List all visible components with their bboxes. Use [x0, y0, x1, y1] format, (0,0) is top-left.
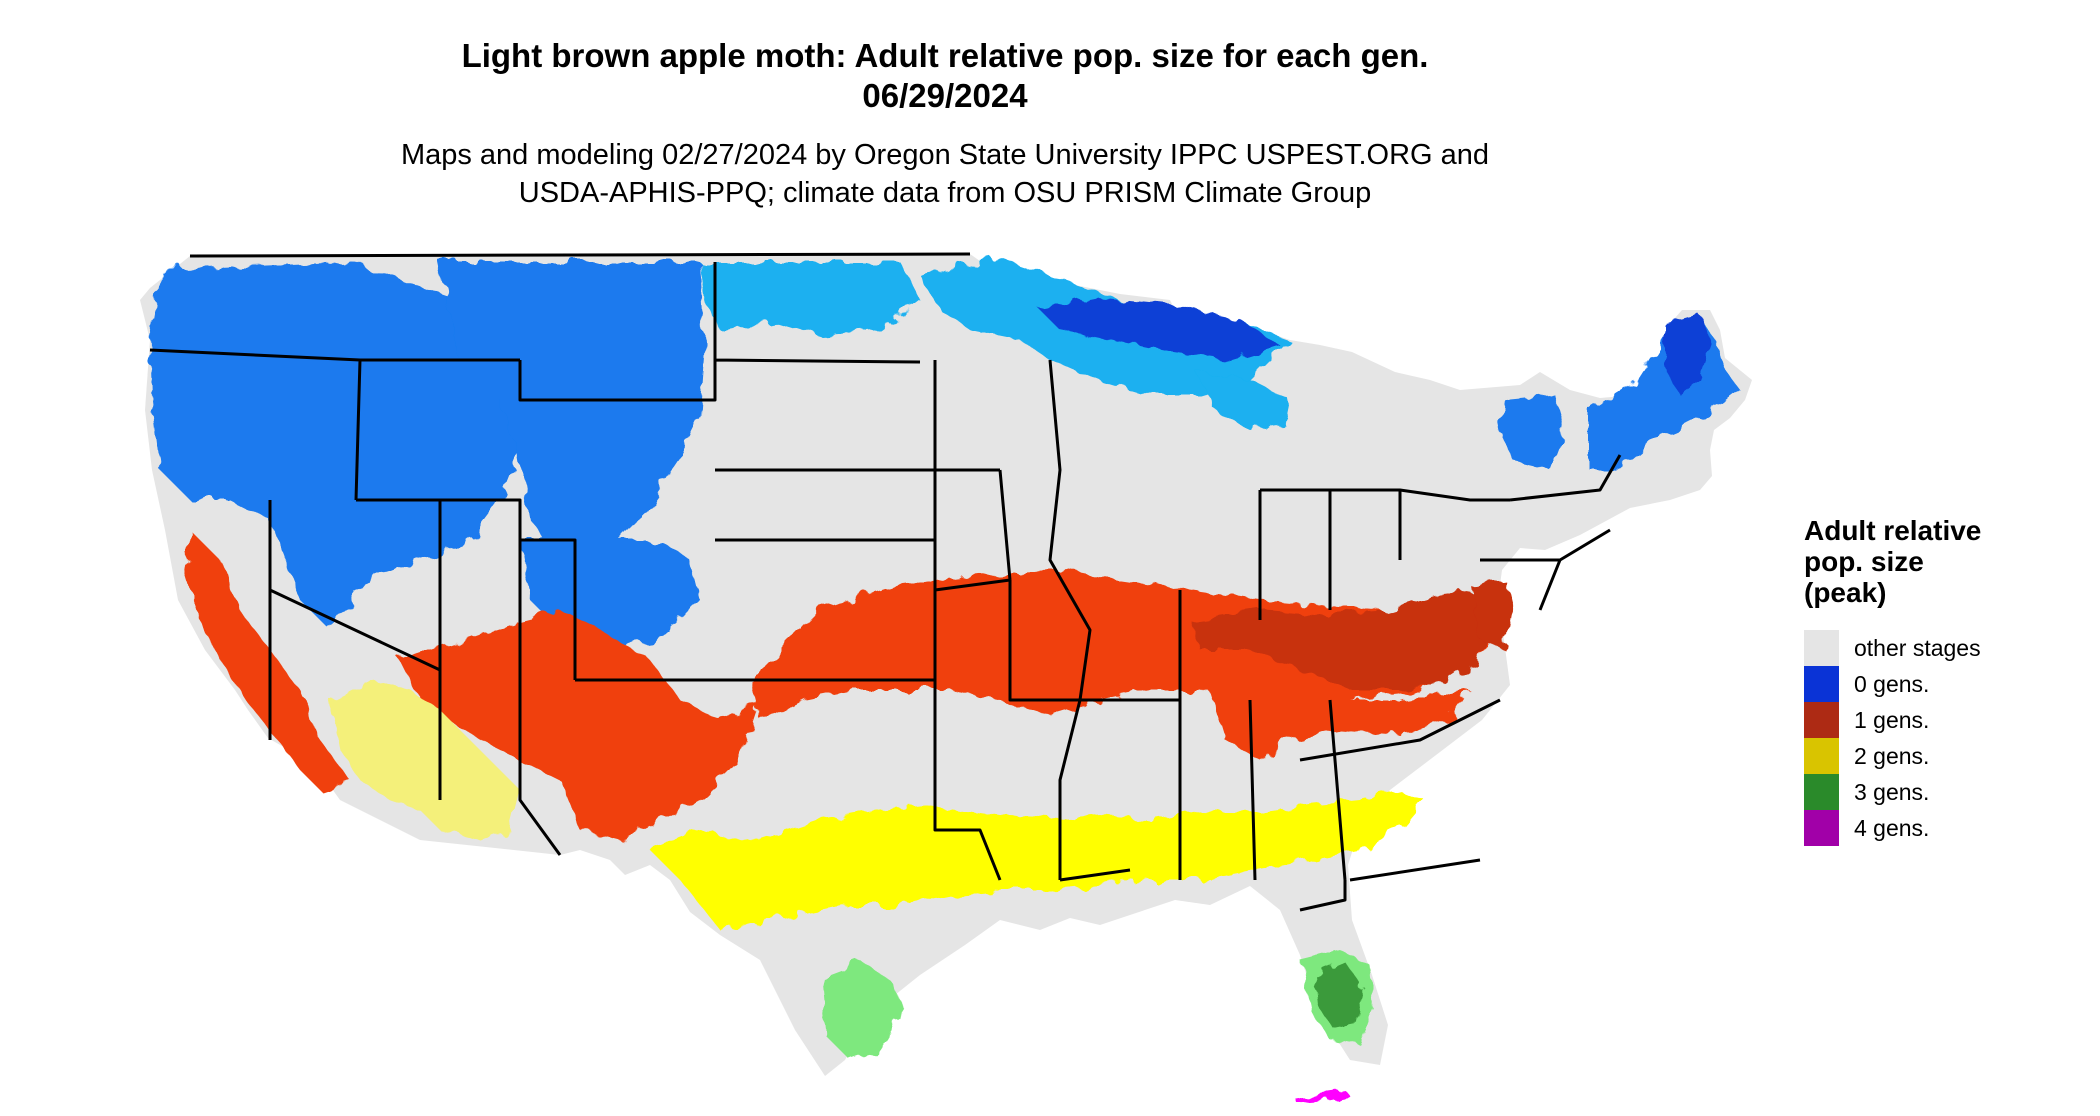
legend-row: other stages [1804, 630, 2094, 666]
legend-swatch [1804, 774, 1839, 810]
legend-row: 3 gens. [1804, 774, 2094, 810]
credit-line-1: Maps and modeling 02/27/2024 by Oregon S… [400, 139, 1490, 171]
zero-gen-region-maine [1665, 315, 1712, 395]
legend-label: 1 gens. [1854, 706, 1930, 733]
legend: Adult relative pop. size (peak) other st… [1804, 515, 2094, 846]
two-gen-region-desert [330, 680, 520, 840]
one-gen-region-california [185, 530, 350, 790]
header: Light brown apple moth: Adult relative p… [0, 36, 1890, 212]
legend-swatch [1804, 810, 1839, 846]
zero-gen-region-michigan [1195, 370, 1290, 430]
legend-row: 1 gens. [1804, 702, 2094, 738]
legend-label: 2 gens. [1854, 742, 1930, 769]
zero-gen-region-northern-plains [700, 262, 920, 335]
one-gen-region-southwest [400, 610, 760, 840]
map-credit: Maps and modeling 02/27/2024 by Oregon S… [0, 136, 1890, 212]
three-gen-region-texas-coast [820, 960, 905, 1060]
legend-swatch [1804, 738, 1839, 774]
legend-title-line-2: pop. size [1804, 546, 1924, 577]
one-gen-region-tennessee [1210, 690, 1470, 760]
legend-row: 2 gens. [1804, 738, 2094, 774]
legend-title-line-3: (peak) [1804, 577, 1887, 608]
legend-row: 4 gens. [1804, 810, 2094, 846]
legend-swatch [1804, 666, 1839, 702]
legend-title-line-1: Adult relative [1804, 515, 1982, 546]
four-gen-region-keys [1295, 1090, 1350, 1104]
zero-gen-region-lake-superior [1040, 298, 1280, 360]
legend-swatch [1804, 702, 1839, 738]
one-gen-region-central-band [750, 570, 1500, 720]
state-borders [149, 252, 1622, 912]
legend-row: 0 gens. [1804, 666, 2094, 702]
legend-label: other stages [1854, 634, 1981, 661]
legend-label: 0 gens. [1854, 670, 1930, 697]
one-gen-region-mid-atlantic [1470, 580, 1512, 650]
map-title: Light brown apple moth: Adult relative p… [461, 37, 1429, 74]
zero-gen-region-rockies [440, 262, 705, 560]
legend-label: 3 gens. [1854, 778, 1930, 805]
credit-line-2: USDA-APHIS-PPQ; climate data from OSU PR… [518, 177, 1372, 209]
legend-items: other stages 0 gens. 1 gens. 2 gens. 3 gens.… [1804, 630, 2094, 846]
two-gen-region-southern-band [650, 790, 1425, 930]
zero-gen-region-new-york [1500, 395, 1565, 470]
legend-label: 4 gens. [1854, 814, 1930, 841]
map-date: 06/29/2024 [862, 77, 1028, 114]
one-gen-region-kentucky-virginia [1190, 590, 1495, 690]
legend-title: Adult relative pop. size (peak) [1804, 515, 2094, 608]
legend-swatch [1804, 630, 1839, 666]
three-gen-region-florida-core [1315, 962, 1362, 1025]
